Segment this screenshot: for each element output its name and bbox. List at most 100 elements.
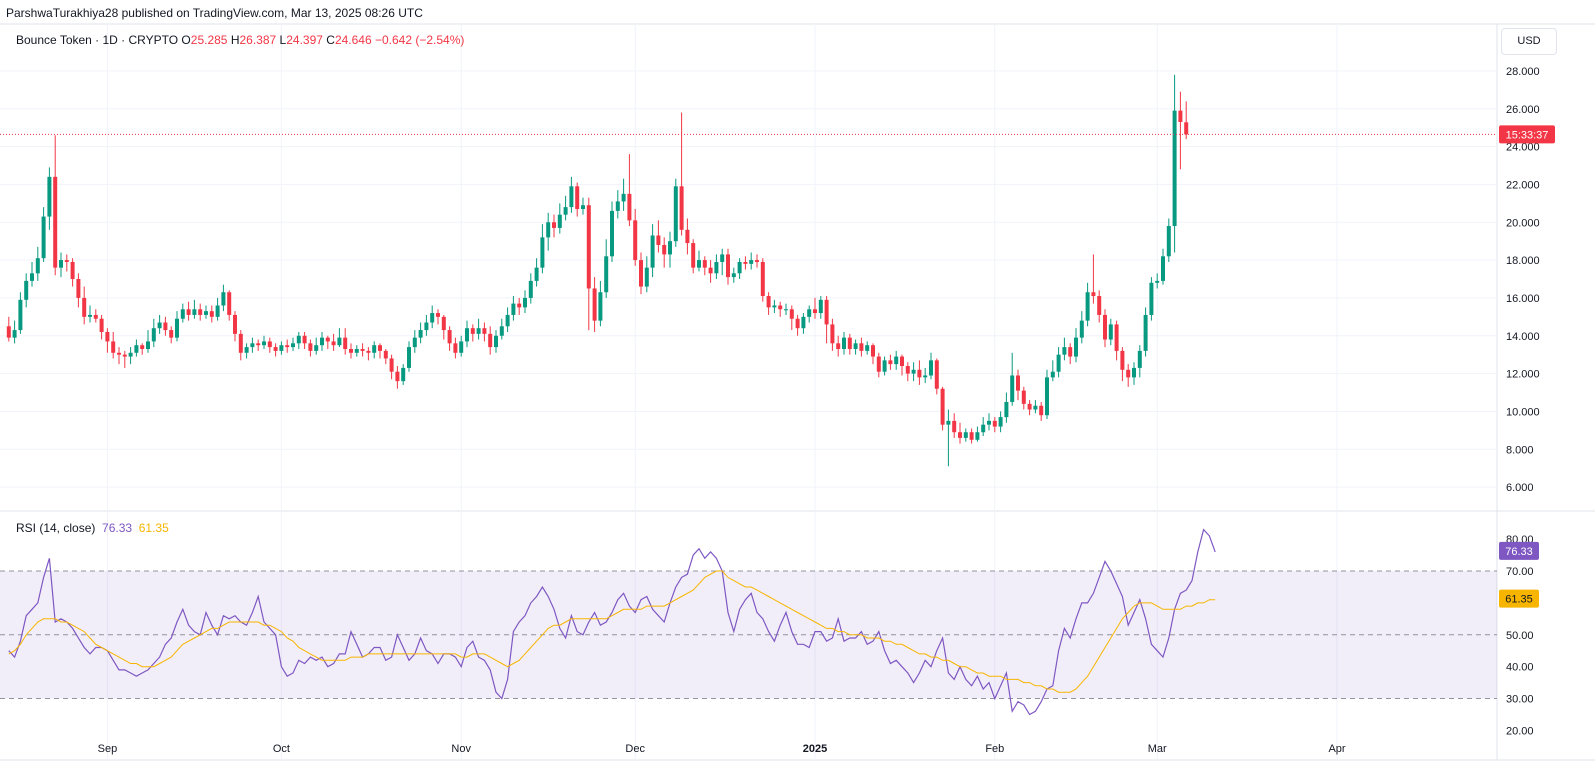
candle-body bbox=[952, 420, 957, 433]
candle-body bbox=[76, 279, 81, 298]
candle-body bbox=[882, 360, 887, 372]
candle-body bbox=[847, 337, 852, 349]
candle-body bbox=[482, 328, 487, 334]
candle-body bbox=[128, 352, 133, 357]
candle-body bbox=[575, 186, 580, 210]
candle-body bbox=[534, 267, 539, 281]
candle-body bbox=[958, 432, 962, 438]
currency-button[interactable]: USD bbox=[1501, 28, 1557, 55]
candle-body bbox=[760, 261, 765, 297]
y-tick-label: 18.000 bbox=[1506, 255, 1540, 267]
candle-body bbox=[789, 309, 794, 319]
candle-body bbox=[1050, 371, 1055, 378]
candle-body bbox=[111, 341, 116, 353]
candle-body bbox=[198, 309, 203, 315]
candle-body bbox=[1132, 367, 1136, 378]
candle-body bbox=[905, 366, 910, 374]
y-tick-label: 10.000 bbox=[1506, 406, 1540, 418]
candle-body bbox=[621, 193, 626, 202]
candle-body bbox=[459, 341, 464, 353]
candle-body bbox=[900, 356, 904, 367]
candle-body bbox=[70, 261, 75, 279]
candle-body bbox=[93, 314, 98, 319]
candle-body bbox=[592, 288, 597, 321]
candle-body bbox=[82, 297, 87, 317]
candle-body bbox=[563, 207, 568, 215]
y-tick-label: 8.000 bbox=[1506, 444, 1534, 456]
candle-body bbox=[453, 343, 458, 353]
candle-body bbox=[436, 313, 440, 317]
candle-body bbox=[569, 186, 574, 208]
candle-body bbox=[888, 360, 893, 365]
x-tick-label: 2025 bbox=[803, 743, 827, 755]
candle-body bbox=[552, 222, 556, 228]
candle-body bbox=[929, 360, 933, 376]
candle-body bbox=[117, 352, 121, 355]
candle-body bbox=[383, 350, 388, 359]
candle-body bbox=[528, 280, 533, 298]
candle-body bbox=[227, 292, 232, 315]
x-tick-label: Nov bbox=[451, 743, 471, 755]
candle-body bbox=[917, 369, 922, 378]
candle-body bbox=[24, 280, 29, 300]
candle-body bbox=[157, 322, 162, 329]
candle-body bbox=[662, 244, 667, 255]
candle-body bbox=[215, 305, 220, 317]
y-tick-label: 28.000 bbox=[1506, 66, 1540, 78]
candle-body bbox=[668, 241, 672, 255]
candle-body bbox=[238, 333, 243, 353]
candle-body bbox=[644, 267, 649, 287]
y-tick-label: 22.000 bbox=[1506, 179, 1540, 191]
candle-body bbox=[204, 311, 208, 315]
candle-body bbox=[343, 337, 348, 349]
candle-body bbox=[650, 235, 655, 268]
rsi-tag-bg bbox=[1499, 541, 1539, 560]
candle-body bbox=[801, 316, 806, 329]
candle-body bbox=[1172, 110, 1177, 227]
candle-body bbox=[470, 328, 475, 334]
candle-body bbox=[250, 343, 255, 348]
candle-body bbox=[192, 309, 197, 315]
x-tick-label: Apr bbox=[1328, 743, 1345, 755]
candle-body bbox=[615, 201, 620, 211]
candle-body bbox=[441, 316, 446, 331]
candle-body bbox=[395, 371, 400, 382]
rsi-tick-label: 30.00 bbox=[1506, 694, 1534, 706]
rsi-legend: RSI (14, close) 76.33 61.35 bbox=[16, 521, 169, 535]
candle-body bbox=[1149, 282, 1154, 315]
candle-body bbox=[169, 330, 174, 338]
candle-body bbox=[598, 292, 603, 321]
candle-body bbox=[99, 318, 104, 332]
candle-body bbox=[998, 417, 1003, 427]
candle-body bbox=[708, 267, 713, 274]
published-caption: ParshwaTurakhiya28 published on TradingV… bbox=[6, 6, 423, 20]
candle-body bbox=[407, 347, 411, 368]
candle-body bbox=[1074, 337, 1078, 357]
candle-body bbox=[581, 205, 585, 210]
candle-body bbox=[1010, 375, 1015, 402]
candle-body bbox=[1126, 369, 1131, 378]
candle-body bbox=[975, 432, 980, 440]
x-tick-label: Oct bbox=[273, 743, 290, 755]
candle-body bbox=[1027, 403, 1032, 410]
candle-body bbox=[679, 186, 684, 230]
candle-body bbox=[511, 303, 516, 315]
candle-body bbox=[1079, 320, 1084, 338]
candle-body bbox=[320, 337, 324, 346]
candle-body bbox=[836, 343, 841, 349]
candle-body bbox=[853, 343, 858, 349]
candle-body bbox=[685, 229, 690, 244]
candle-body bbox=[151, 328, 156, 342]
candle-body bbox=[53, 176, 58, 268]
candle-body bbox=[911, 369, 916, 374]
candle-body bbox=[308, 343, 313, 351]
change-value: −0.642 (−2.54%) bbox=[374, 33, 465, 47]
rsi-ma-tag-bg bbox=[1499, 589, 1539, 608]
open-value: 25.285 bbox=[190, 33, 228, 47]
rsi-line bbox=[8, 528, 1216, 716]
candle-body bbox=[1021, 390, 1026, 404]
candle-body bbox=[354, 348, 359, 353]
candle-body bbox=[325, 337, 330, 342]
y-tick-label: 26.000 bbox=[1506, 104, 1540, 116]
